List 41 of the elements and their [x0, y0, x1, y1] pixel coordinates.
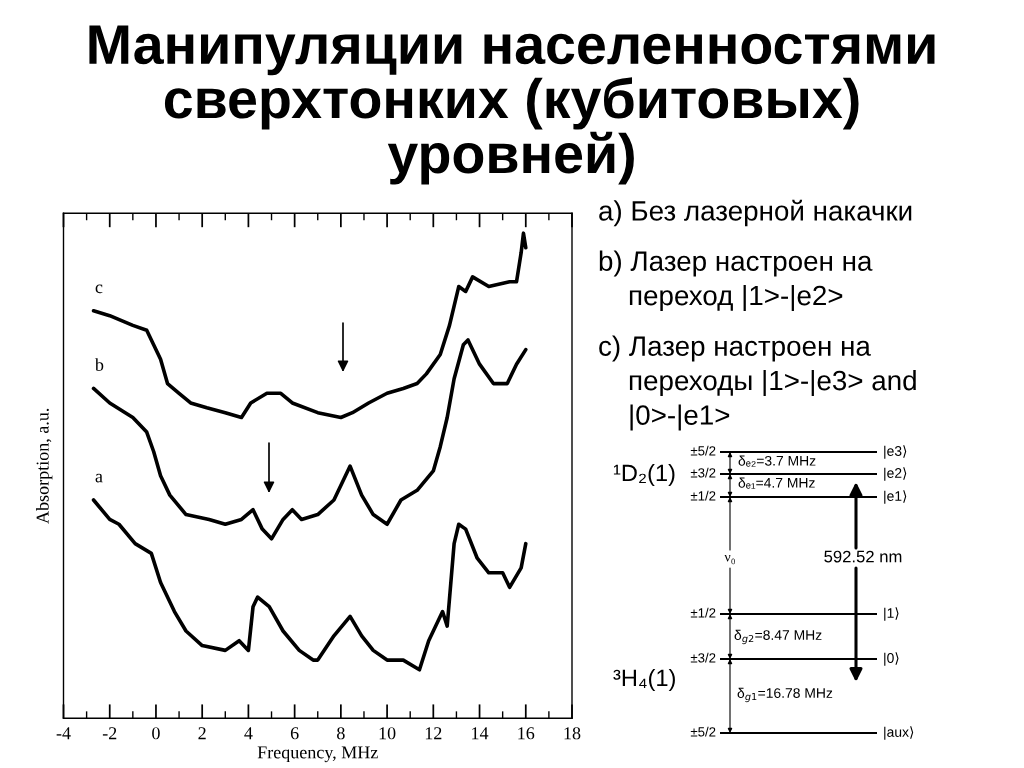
text: |e1⟩: [884, 490, 907, 504]
x-tick-label: 16: [518, 727, 535, 740]
text: ±5/2: [690, 445, 716, 456]
x-tick-label: -4: [56, 727, 71, 740]
text: δ$_{g1}$=16.78 MHz: [737, 687, 833, 703]
text: |e2⟩: [884, 467, 907, 481]
series-label: a: [95, 473, 103, 483]
x-tick-label: 18: [564, 727, 581, 740]
text: b) Лазер настроен на переход |1>-|e2>: [599, 250, 873, 312]
x-tick-label: 10: [379, 727, 396, 740]
x-tick-label: 2: [198, 727, 206, 740]
x-tick-label: 0: [152, 727, 160, 740]
text: ¹D₂(1): [613, 463, 675, 486]
text: δ$_{g2}$=8.47 MHz: [734, 629, 822, 645]
text: |0⟩: [884, 652, 899, 666]
text: ³H₄(1): [613, 668, 675, 691]
text: ±3/2: [690, 652, 716, 663]
chart-title: Манипуляции населенностями сверхтонких (кубитовых) уровней): [89, 25, 935, 185]
x-tick-label: 14: [472, 727, 489, 740]
text: 592.52 nm: [824, 550, 902, 563]
text: ±1/2: [690, 490, 716, 501]
y-axis-title: Absorption, a.u.: [36, 408, 53, 524]
text: |aux⟩: [884, 726, 914, 740]
text: δₑ₂=3.7 MHz: [738, 455, 816, 467]
x-tick-label: 12: [425, 727, 442, 740]
text: δₑ₁=4.7 MHz: [738, 477, 815, 489]
x-axis-title: Frequency, MHz: [257, 746, 378, 763]
text: ±3/2: [690, 467, 716, 478]
series-label: b: [94, 358, 104, 371]
x-tick-label: -2: [102, 727, 117, 740]
series-label: c: [95, 284, 103, 294]
text: ±5/2: [690, 726, 716, 737]
text: a) Без лазерной накачки: [599, 199, 912, 227]
text: |1⟩: [884, 607, 899, 621]
text: |e3⟩: [884, 445, 907, 459]
text: ±1/2: [690, 607, 716, 618]
text: ν₀: [724, 554, 735, 565]
text: c) Лазер настроен на переходы |1>-|e3> and |0>-|e1>: [599, 335, 916, 431]
x-tick-label: 8: [337, 727, 345, 740]
x-tick-label: 6: [290, 727, 299, 740]
x-tick-label: 4: [244, 727, 253, 740]
